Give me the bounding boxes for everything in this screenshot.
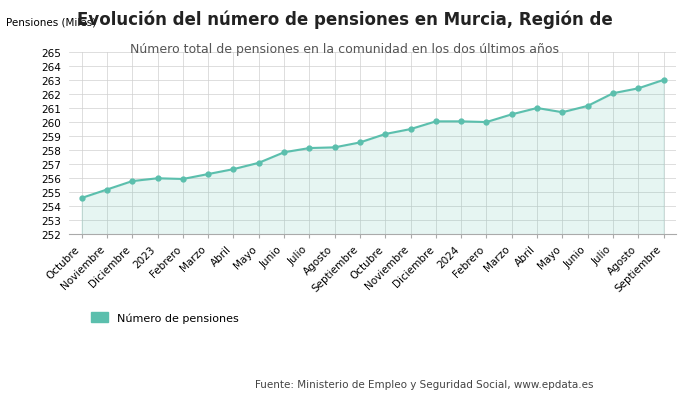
Text: Fuente: Ministerio de Empleo y Seguridad Social, www.epdata.es: Fuente: Ministerio de Empleo y Seguridad… xyxy=(255,379,594,389)
Text: Evolución del número de pensiones en Murcia, Región de: Evolución del número de pensiones en Mur… xyxy=(77,10,613,29)
Legend: Número de pensiones: Número de pensiones xyxy=(87,308,243,328)
Text: Número total de pensiones en la comunidad en los dos últimos años: Número total de pensiones en la comunida… xyxy=(130,43,560,55)
Text: Pensiones (Miles): Pensiones (Miles) xyxy=(6,18,97,28)
